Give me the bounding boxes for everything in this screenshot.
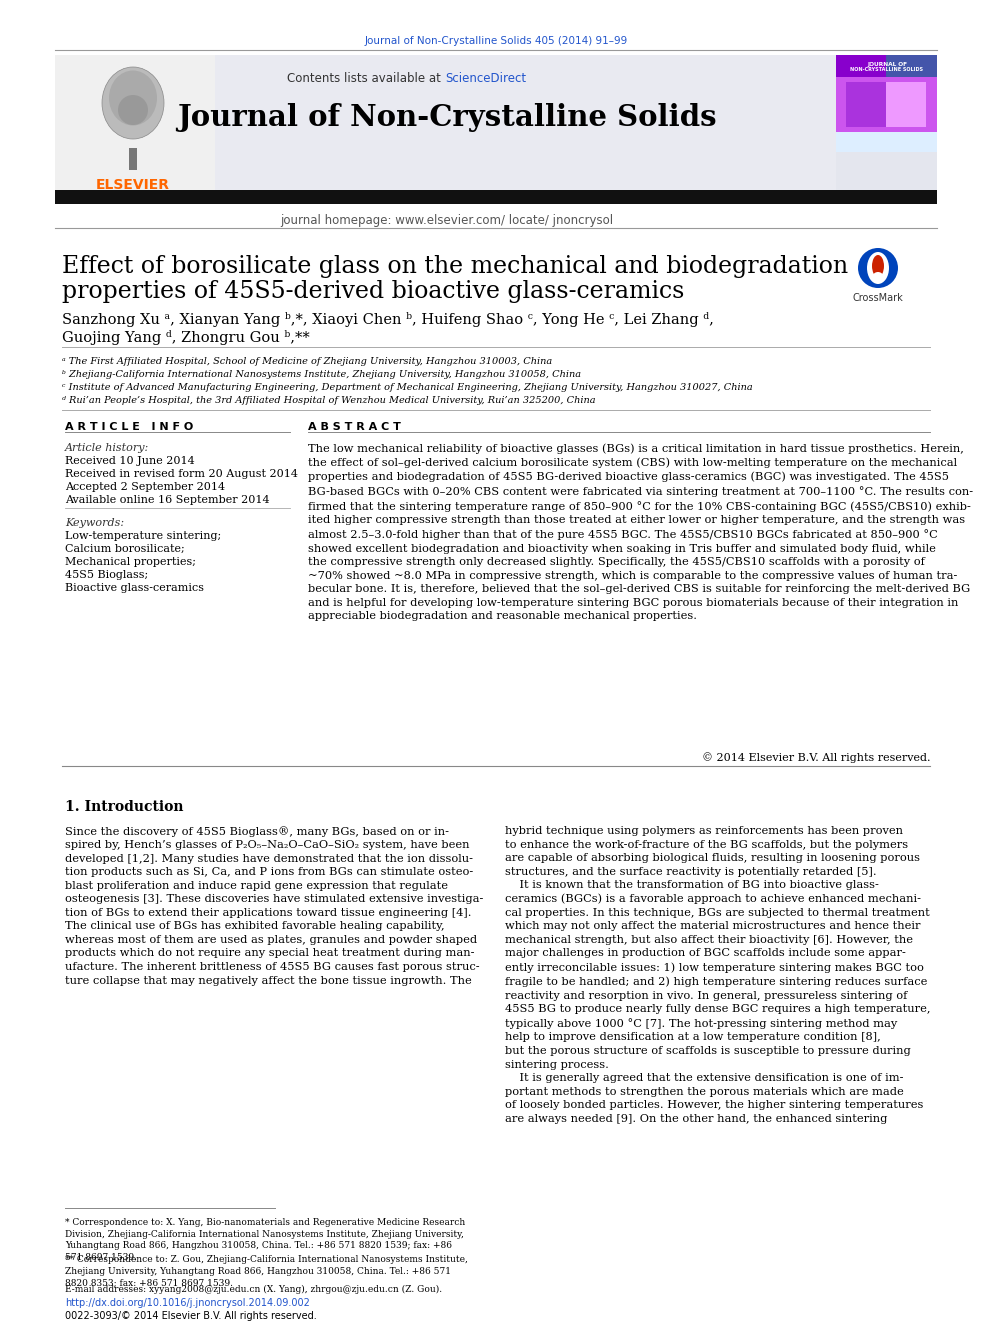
- Text: E-mail addresses: xyyang2008@zju.edu.cn (X. Yang), zhrgou@zju.edu.cn (Z. Gou).: E-mail addresses: xyyang2008@zju.edu.cn …: [65, 1285, 442, 1294]
- Text: The low mechanical reliability of bioactive glasses (BGs) is a critical limitati: The low mechanical reliability of bioact…: [308, 443, 973, 622]
- Text: Received in revised form 20 August 2014: Received in revised form 20 August 2014: [65, 468, 298, 479]
- Bar: [836, 56, 937, 97]
- Text: ᵈ Rui’an People’s Hospital, the 3rd Affiliated Hospital of Wenzhou Medical Unive: ᵈ Rui’an People’s Hospital, the 3rd Affi…: [62, 396, 595, 405]
- Ellipse shape: [102, 67, 164, 139]
- Text: Since the discovery of 45S5 Bioglass®, many BGs, based on or in-
spired by, Henc: Since the discovery of 45S5 Bioglass®, m…: [65, 826, 483, 986]
- Text: Journal of Non-Crystalline Solids 405 (2014) 91–99: Journal of Non-Crystalline Solids 405 (2…: [364, 36, 628, 46]
- Text: Available online 16 September 2014: Available online 16 September 2014: [65, 495, 270, 505]
- Text: Sanzhong Xu ᵃ, Xianyan Yang ᵇ,*, Xiaoyi Chen ᵇ, Huifeng Shao ᶜ, Yong He ᶜ, Lei Z: Sanzhong Xu ᵃ, Xianyan Yang ᵇ,*, Xiaoyi …: [62, 312, 714, 327]
- Text: properties of 45S5-derived bioactive glass-ceramics: properties of 45S5-derived bioactive gla…: [62, 280, 684, 303]
- Text: Accepted 2 September 2014: Accepted 2 September 2014: [65, 482, 225, 492]
- Text: ELSEVIER: ELSEVIER: [96, 179, 170, 192]
- Text: Article history:: Article history:: [65, 443, 149, 452]
- Bar: [846, 82, 886, 127]
- Text: A R T I C L E   I N F O: A R T I C L E I N F O: [65, 422, 193, 433]
- Bar: [836, 56, 937, 191]
- Bar: [836, 56, 937, 77]
- Bar: [129, 148, 137, 169]
- Circle shape: [858, 247, 898, 288]
- Text: Journal of Non-Crystalline Solids: Journal of Non-Crystalline Solids: [178, 103, 717, 132]
- Ellipse shape: [118, 95, 148, 124]
- Text: * Correspondence to: X. Yang, Bio-nanomaterials and Regenerative Medicine Resear: * Correspondence to: X. Yang, Bio-nanoma…: [65, 1218, 465, 1262]
- Text: ᶜ Institute of Advanced Manufacturing Engineering, Department of Mechanical Engi: ᶜ Institute of Advanced Manufacturing En…: [62, 382, 753, 392]
- Bar: [836, 56, 886, 77]
- Text: journal homepage: www.elsevier.com/ locate/ jnoncrysol: journal homepage: www.elsevier.com/ loca…: [281, 214, 614, 228]
- Bar: [846, 82, 926, 127]
- Text: © 2014 Elsevier B.V. All rights reserved.: © 2014 Elsevier B.V. All rights reserved…: [701, 751, 930, 763]
- Text: NON-CRYSTALLINE SOLIDS: NON-CRYSTALLINE SOLIDS: [850, 67, 924, 71]
- Ellipse shape: [872, 255, 884, 277]
- Text: Mechanical properties;: Mechanical properties;: [65, 557, 196, 568]
- Bar: [55, 56, 215, 191]
- Bar: [836, 132, 937, 152]
- Text: 1. Introduction: 1. Introduction: [65, 800, 184, 814]
- Ellipse shape: [873, 273, 883, 280]
- Text: Guojing Yang ᵈ, Zhongru Gou ᵇ,**: Guojing Yang ᵈ, Zhongru Gou ᵇ,**: [62, 329, 310, 345]
- Text: Keywords:: Keywords:: [65, 519, 124, 528]
- Text: CrossMark: CrossMark: [853, 292, 904, 303]
- Text: 45S5 Bioglass;: 45S5 Bioglass;: [65, 570, 148, 579]
- Text: JOURNAL OF: JOURNAL OF: [867, 62, 907, 67]
- Text: http://dx.doi.org/10.1016/j.jnoncrysol.2014.09.002: http://dx.doi.org/10.1016/j.jnoncrysol.2…: [65, 1298, 310, 1308]
- Text: Contents lists available at: Contents lists available at: [288, 71, 445, 85]
- Text: hybrid technique using polymers as reinforcements has been proven
to enhance the: hybrid technique using polymers as reinf…: [505, 826, 930, 1123]
- Text: A B S T R A C T: A B S T R A C T: [308, 422, 401, 433]
- Text: ScienceDirect: ScienceDirect: [445, 71, 526, 85]
- Text: 0022-3093/© 2014 Elsevier B.V. All rights reserved.: 0022-3093/© 2014 Elsevier B.V. All right…: [65, 1311, 316, 1320]
- Bar: [215, 56, 836, 191]
- Text: Bioactive glass-ceramics: Bioactive glass-ceramics: [65, 583, 204, 593]
- Ellipse shape: [109, 70, 157, 126]
- Bar: [836, 77, 937, 132]
- Text: Low-temperature sintering;: Low-temperature sintering;: [65, 531, 221, 541]
- Text: Effect of borosilicate glass on the mechanical and biodegradation: Effect of borosilicate glass on the mech…: [62, 255, 848, 278]
- Bar: [55, 191, 937, 204]
- Text: ** Correspondence to: Z. Gou, Zhejiang-California International Nanosystems Inst: ** Correspondence to: Z. Gou, Zhejiang-C…: [65, 1256, 468, 1287]
- Text: ᵇ Zhejiang-California International Nanosystems Institute, Zhejiang University, : ᵇ Zhejiang-California International Nano…: [62, 370, 581, 378]
- Text: ᵃ The First Affiliated Hospital, School of Medicine of Zhejiang University, Hang: ᵃ The First Affiliated Hospital, School …: [62, 357, 553, 366]
- Text: Calcium borosilicate;: Calcium borosilicate;: [65, 544, 185, 554]
- Ellipse shape: [867, 251, 889, 284]
- Text: Received 10 June 2014: Received 10 June 2014: [65, 456, 194, 466]
